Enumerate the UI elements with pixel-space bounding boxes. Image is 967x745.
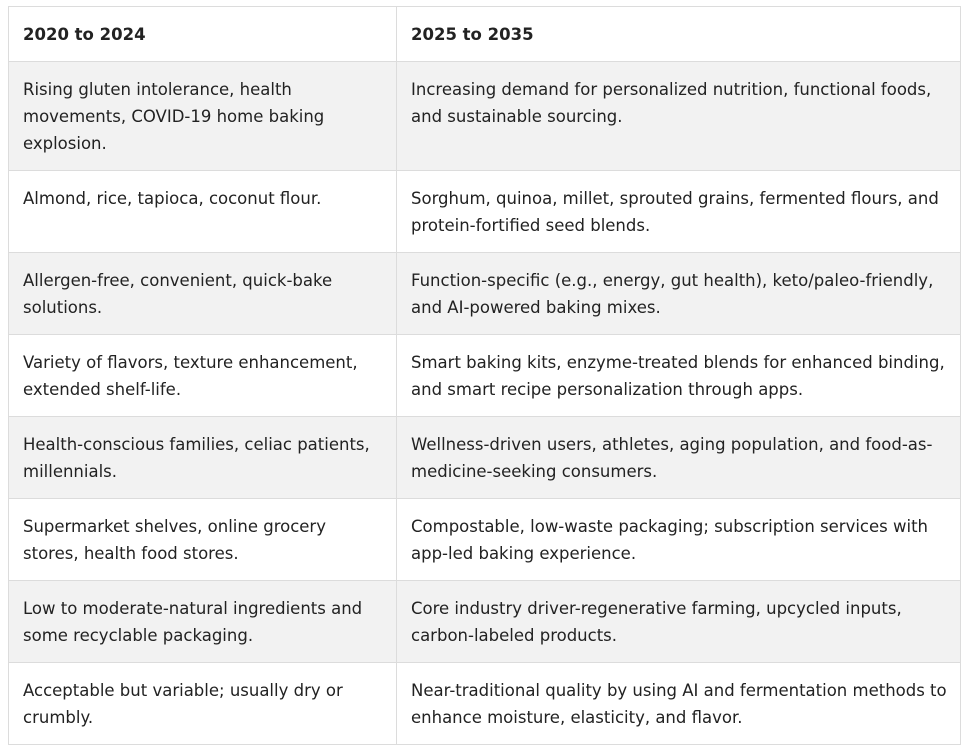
table-row: Almond, rice, tapioca, coconut flour. So… (8, 170, 961, 253)
table-row: Acceptable but variable; usually dry or … (8, 662, 961, 745)
table-cell: Supermarket shelves, online grocery stor… (8, 498, 397, 581)
table-cell: Health-conscious families, celiac patien… (8, 416, 397, 499)
table-cell: Rising gluten intolerance, health moveme… (8, 61, 397, 171)
table-row: Low to moderate-natural ingredients and … (8, 580, 961, 663)
header-2025-2035: 2025 to 2035 (396, 6, 961, 62)
table-row: Rising gluten intolerance, health moveme… (8, 61, 961, 171)
table-cell: Function-specific (e.g., energy, gut hea… (396, 252, 961, 335)
table-cell: Low to moderate-natural ingredients and … (8, 580, 397, 663)
comparison-table-container: 2020 to 2024 2025 to 2035 Rising gluten … (8, 6, 961, 745)
table-row: Health-conscious families, celiac patien… (8, 416, 961, 499)
comparison-table: 2020 to 2024 2025 to 2035 Rising gluten … (8, 6, 961, 745)
table-cell: Almond, rice, tapioca, coconut flour. (8, 170, 397, 253)
table-row: Supermarket shelves, online grocery stor… (8, 498, 961, 581)
table-cell: Smart baking kits, enzyme-treated blends… (396, 334, 961, 417)
table-cell: Acceptable but variable; usually dry or … (8, 662, 397, 745)
table-cell: Variety of flavors, texture enhancement,… (8, 334, 397, 417)
table-cell: Compostable, low-waste packaging; subscr… (396, 498, 961, 581)
table-cell: Wellness-driven users, athletes, aging p… (396, 416, 961, 499)
table-cell: Core industry driver-regenerative farmin… (396, 580, 961, 663)
table-cell: Increasing demand for personalized nutri… (396, 61, 961, 171)
table-cell: Allergen-free, convenient, quick-bake so… (8, 252, 397, 335)
table-cell: Near-traditional quality by using AI and… (396, 662, 961, 745)
table-row: Variety of flavors, texture enhancement,… (8, 334, 961, 417)
table-row: Allergen-free, convenient, quick-bake so… (8, 252, 961, 335)
table-header-row: 2020 to 2024 2025 to 2035 (8, 6, 961, 62)
header-2020-2024: 2020 to 2024 (8, 6, 397, 62)
table-cell: Sorghum, quinoa, millet, sprouted grains… (396, 170, 961, 253)
